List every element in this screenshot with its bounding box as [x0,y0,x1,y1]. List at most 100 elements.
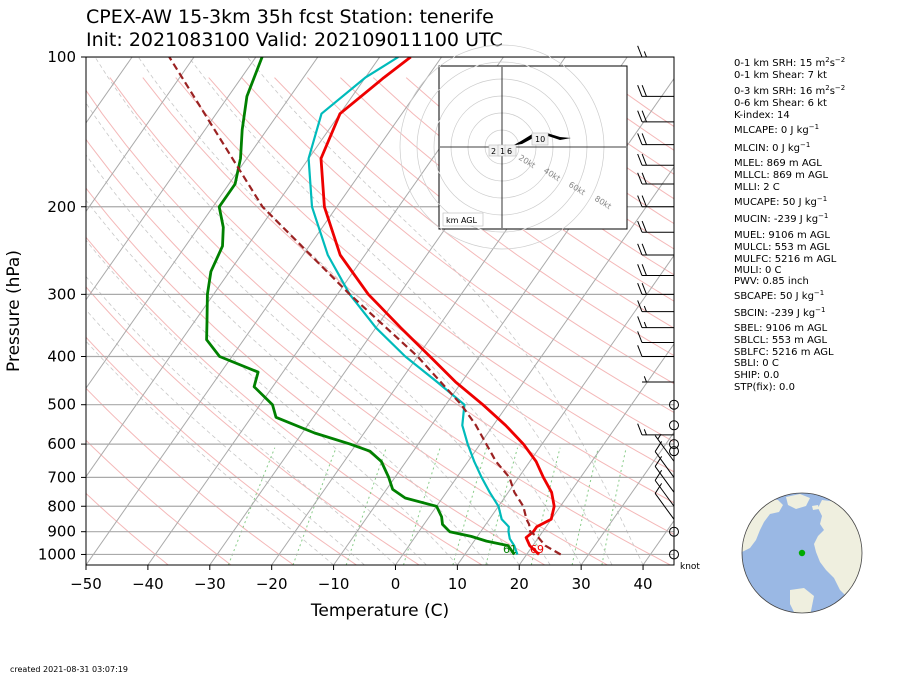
mixing-ratio-line [571,447,599,565]
profile-series [168,57,562,556]
wind-barb [637,153,674,166]
chart-title: CPEX-AW 15-3km 35h fcst Station: tenerif… [86,6,494,28]
index-line: MUCAPE: 50 J kg−1 [734,195,827,208]
mixing-ratio-line [292,447,337,565]
hodo-label-6: 6 [507,147,512,156]
plot-area [86,57,674,565]
wind-barb [637,133,674,146]
x-tick-label: 0 [391,575,401,593]
isotherm-line [86,57,443,565]
surface-temperature-label: 69 [530,543,544,556]
moist-adiabat [86,340,334,565]
dry-adiabat [86,236,483,565]
y-axis-label: Pressure (hPa) [4,250,24,372]
y-tick-label: 300 [47,285,76,303]
index-line: SHIP: 0.0 [734,370,779,381]
index-line: SBLCL: 553 m AGL [734,335,827,346]
wind-barb [654,456,675,493]
y-axis-ticks: 100 200 300 400 500 600 700 800 900 1000 [38,48,86,563]
x-tick-label: 20 [510,575,529,593]
x-axis-ticks: −50 −40 −30 −20 −10 0 10 20 30 40 [70,565,653,593]
x-tick-label: −50 [70,575,102,593]
land-greenland [786,494,810,509]
hodo-label-1: 1 [500,147,505,156]
dry-adiabat [86,492,169,565]
wind-barb [637,316,674,329]
chart-subtitle: Init: 2021083100 Valid: 202109011100 UTC [86,29,503,51]
barb-units-label: knot [680,562,700,572]
index-line: MLCAPE: 0 J kg−1 [734,123,819,136]
index-line: MULFC: 5216 m AGL [734,254,837,265]
index-line: 0-1 km SRH: 15 m2s−2 [734,56,845,69]
hodo-label-10: 10 [535,135,545,144]
land-iceland [812,505,819,510]
index-line: MLLI: 2 C [734,182,780,193]
dewpoint-profile [307,57,519,555]
moist-adiabat [86,154,489,565]
index-line: MULI: 0 C [734,265,782,276]
wind-barb-calm [669,399,679,410]
mixing-ratio-line [601,447,627,565]
dry-adiabat [86,387,294,565]
hodo-box-10 [531,132,549,146]
isotherm-line [86,57,257,301]
dry-adiabat [274,77,674,385]
land-europe-africa [814,500,862,600]
dry-adiabat [86,286,420,565]
station-marker [798,549,806,557]
mixing-ratio-line [403,447,441,565]
isotherm-line [456,254,674,565]
hodo-legend-box [442,212,484,227]
wind-barb [642,376,674,383]
moist-adiabat [86,309,365,565]
wind-barb [637,45,674,58]
y-tick-label: 800 [47,497,76,515]
wind-barb [654,441,675,478]
wind-barb [637,172,674,185]
hodograph-inset: 20kt 40kt 60kt 80kt 2 1 6 10 km AGL [399,44,628,250]
y-tick-label: 600 [47,435,76,453]
index-line: STP(fix): 0.0 [734,382,795,393]
moist-adiabat [188,57,613,565]
hodograph-trace [504,133,571,147]
y-tick-label: 400 [47,348,76,366]
mixing-ratio-line [227,447,276,565]
index-line: K-index: 14 [734,110,790,121]
mixing-ratio-line [345,447,387,565]
isotherm-line [518,343,674,565]
isotherm-line [395,166,674,565]
x-tick-label: −30 [194,575,226,593]
x-tick-label: −10 [318,575,350,593]
plot-frame [85,56,675,566]
moist-adiabat [86,239,427,565]
y-tick-label: 100 [47,48,76,66]
x-tick-label: 10 [448,575,467,593]
index-line: MULCL: 553 m AGL [734,242,830,253]
index-line: SBLFC: 5216 m AGL [734,347,834,358]
dry-adiabat [86,336,357,565]
wind-barb [637,300,674,313]
isotherms [86,57,674,565]
hodo-box-6 [504,144,517,157]
wind-barb [637,264,674,277]
dry-adiabat [307,77,674,357]
dry-adiabat [372,77,674,302]
index-line: MUCIN: -239 J kg−1 [734,212,828,225]
hodo-legend: km AGL [446,216,478,225]
dry-adiabat [340,77,674,329]
isobars [86,57,674,556]
wind-barb-calm [669,420,679,431]
dry-adiabats [86,77,674,565]
isotherm-line [86,57,319,390]
wetbulb-profile [205,57,516,556]
wind-barb [637,243,674,256]
index-line: MLLCL: 869 m AGL [734,170,828,181]
wind-barb-calm [669,526,679,537]
index-line: SBCIN: -239 J kg−1 [734,306,825,319]
dry-adiabat [86,138,608,565]
dry-adiabat [86,439,232,565]
y-tick-label: 200 [47,198,76,216]
wind-barb-calm [669,446,679,457]
index-line: SBEL: 9106 m AGL [734,323,828,334]
x-axis-label: Temperature (C) [310,601,449,621]
